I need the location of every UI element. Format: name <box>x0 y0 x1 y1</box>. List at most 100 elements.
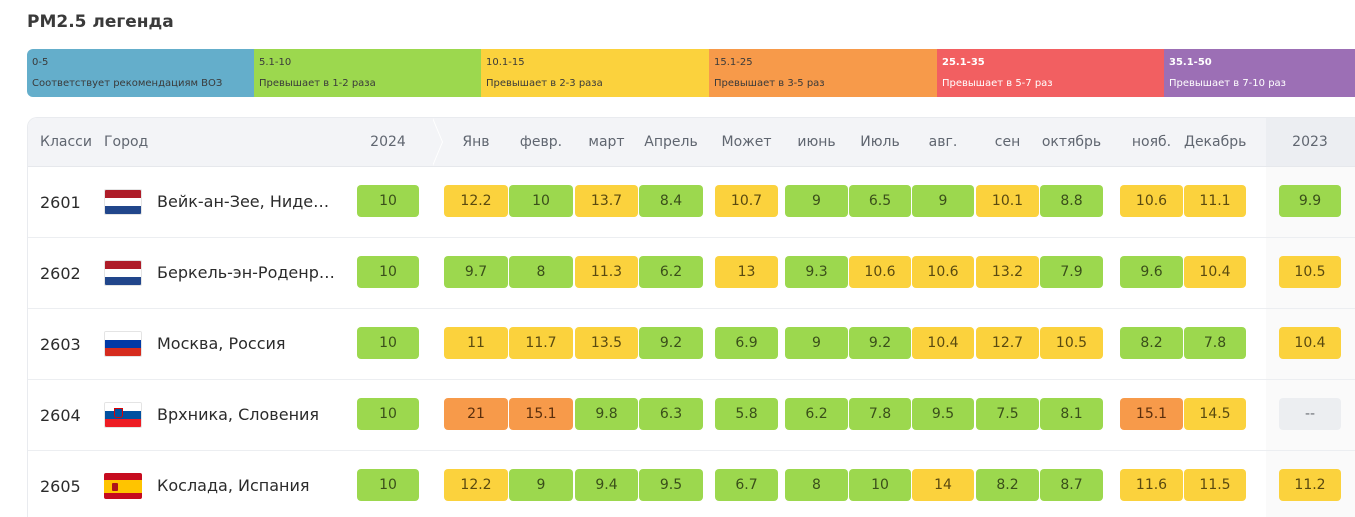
legend-description: Превышает в 2-3 раза <box>486 78 603 89</box>
value-month-cell: 9.2 <box>849 327 911 359</box>
flag-es-icon <box>104 473 142 499</box>
city-name[interactable]: Вейк-ан-Зее, Нидерланды <box>157 192 337 211</box>
city-name[interactable]: Кослада, Испания <box>157 476 310 495</box>
header-month[interactable]: октябрь <box>1041 134 1102 150</box>
value-month-cell: 6.2 <box>639 256 703 288</box>
header-month[interactable]: Янв <box>462 134 490 150</box>
value-month-cell: 10.4 <box>912 327 974 359</box>
value-month-cell: 12.2 <box>444 469 508 501</box>
legend-description: Превышает в 1-2 раза <box>259 78 376 89</box>
header-month[interactable]: март <box>588 134 625 150</box>
header-month[interactable]: авг. <box>928 134 958 150</box>
header-month[interactable]: сен <box>994 134 1021 150</box>
value-month-cell: 21 <box>444 398 508 430</box>
value-month-cell: 11 <box>444 327 508 359</box>
legend-segment: 35.1-50 Превышает в 7-10 раз <box>1164 49 1355 97</box>
value-2024-cell: 10 <box>357 185 419 217</box>
value-month-cell: 11.3 <box>575 256 638 288</box>
city-name[interactable]: Беркель-эн-Роденрейс, Нидерланды <box>157 263 337 282</box>
value-month-cell: 10.6 <box>1120 185 1183 217</box>
value-month-cell: 11.1 <box>1184 185 1246 217</box>
value-month-cell: 9.5 <box>639 469 703 501</box>
value-month-cell: 14 <box>912 469 974 501</box>
table-row[interactable]: 2603 Москва, Россия 10 11 11.7 13.5 9.2 6.9 9 9.2… <box>28 309 1355 380</box>
rank-number: 2604 <box>40 406 81 425</box>
value-month-cell: 8.2 <box>976 469 1039 501</box>
value-month-cell: 8.1 <box>1040 398 1103 430</box>
value-month-cell: 9 <box>509 469 573 501</box>
header-month[interactable]: Может <box>721 134 772 150</box>
value-month-cell: 6.3 <box>639 398 703 430</box>
legend-range: 35.1-50 <box>1169 57 1212 68</box>
header-rank[interactable]: Класси <box>40 134 92 150</box>
value-month-cell: 6.5 <box>849 185 911 217</box>
value-month-cell: 7.9 <box>1040 256 1103 288</box>
value-month-cell: 10 <box>509 185 573 217</box>
value-month-cell: 13 <box>715 256 778 288</box>
legend-range: 5.1-10 <box>259 57 292 68</box>
value-month-cell: 9 <box>785 185 848 217</box>
value-month-cell: 9.8 <box>575 398 638 430</box>
value-month-cell: 12.2 <box>444 185 508 217</box>
value-month-cell: 8.4 <box>639 185 703 217</box>
value-month-cell: 11.6 <box>1120 469 1183 501</box>
header-year-2024[interactable]: 2024 <box>370 134 406 150</box>
value-month-cell: 13.5 <box>575 327 638 359</box>
value-month-cell: 11.5 <box>1184 469 1246 501</box>
legend-description: Превышает в 5-7 раз <box>942 78 1053 89</box>
header-month[interactable]: нояб. <box>1131 134 1172 150</box>
header-month[interactable]: Декабрь <box>1184 134 1247 150</box>
value-month-cell: 9.6 <box>1120 256 1183 288</box>
rank-number: 2602 <box>40 264 81 283</box>
value-month-cell: 14.5 <box>1184 398 1246 430</box>
value-month-cell: 9.2 <box>639 327 703 359</box>
legend-segment: 10.1-15 Превышает в 2-3 раза <box>481 49 709 97</box>
table-row[interactable]: 2604 Врхника, Словения 10 21 15.1 9.8 6.3 5.8 6.… <box>28 380 1355 451</box>
value-2023-cell: 10.4 <box>1279 327 1341 359</box>
flag-nl-icon <box>104 189 142 215</box>
legend-segment: 15.1-25 Превышает в 3-5 раз <box>709 49 937 97</box>
value-month-cell: 9.5 <box>912 398 974 430</box>
value-month-cell: 6.2 <box>785 398 848 430</box>
header-month[interactable]: Апрель <box>644 134 698 150</box>
value-month-cell: 15.1 <box>509 398 573 430</box>
value-month-cell: 15.1 <box>1120 398 1183 430</box>
legend-range: 25.1-35 <box>942 57 985 68</box>
value-month-cell: 10.6 <box>849 256 911 288</box>
value-month-cell: 9 <box>912 185 974 217</box>
pm25-legend: 0-5 Соответствует рекомендациям ВОЗ 5.1-10… <box>27 49 1355 97</box>
legend-range: 10.1-15 <box>486 57 525 68</box>
value-2023-cell: 10.5 <box>1279 256 1341 288</box>
city-name[interactable]: Врхника, Словения <box>157 405 320 424</box>
value-month-cell: 5.8 <box>715 398 778 430</box>
value-month-cell: 10.1 <box>976 185 1039 217</box>
value-month-cell: 8.2 <box>1120 327 1183 359</box>
value-2024-cell: 10 <box>357 327 419 359</box>
header-month[interactable]: Июль <box>860 134 900 150</box>
city-name[interactable]: Москва, Россия <box>157 334 286 353</box>
table-row[interactable]: 2602 Беркель-эн-Роденрейс, Нидерланды 10 9.… <box>28 238 1355 309</box>
header-month[interactable]: февр. <box>519 134 563 150</box>
value-month-cell: 12.7 <box>976 327 1039 359</box>
flag-nl-icon <box>104 260 142 286</box>
header-city[interactable]: Город <box>104 134 149 150</box>
value-month-cell: 7.8 <box>1184 327 1246 359</box>
table-row[interactable]: 2605 Кослада, Испания 10 12.2 9 9.4 9.5 6.7 8 10 1… <box>28 451 1355 517</box>
legend-description: Превышает в 3-5 раз <box>714 78 825 89</box>
value-month-cell: 9.4 <box>575 469 638 501</box>
value-month-cell: 7.8 <box>849 398 911 430</box>
value-month-cell: 13.7 <box>575 185 638 217</box>
flag-si-icon <box>104 402 142 428</box>
value-month-cell: 9 <box>785 327 848 359</box>
value-month-cell: 13.2 <box>976 256 1039 288</box>
value-month-cell: 6.7 <box>715 469 778 501</box>
value-2023-cell: -- <box>1279 398 1341 430</box>
header-month[interactable]: июнь <box>797 134 836 150</box>
header-year-2023[interactable]: 2023 <box>1292 134 1328 150</box>
value-2023-cell: 11.2 <box>1279 469 1341 501</box>
value-month-cell: 10.6 <box>912 256 974 288</box>
legend-description: Соответствует рекомендациям ВОЗ <box>32 78 223 89</box>
value-month-cell: 7.5 <box>976 398 1039 430</box>
rank-number: 2601 <box>40 193 81 212</box>
